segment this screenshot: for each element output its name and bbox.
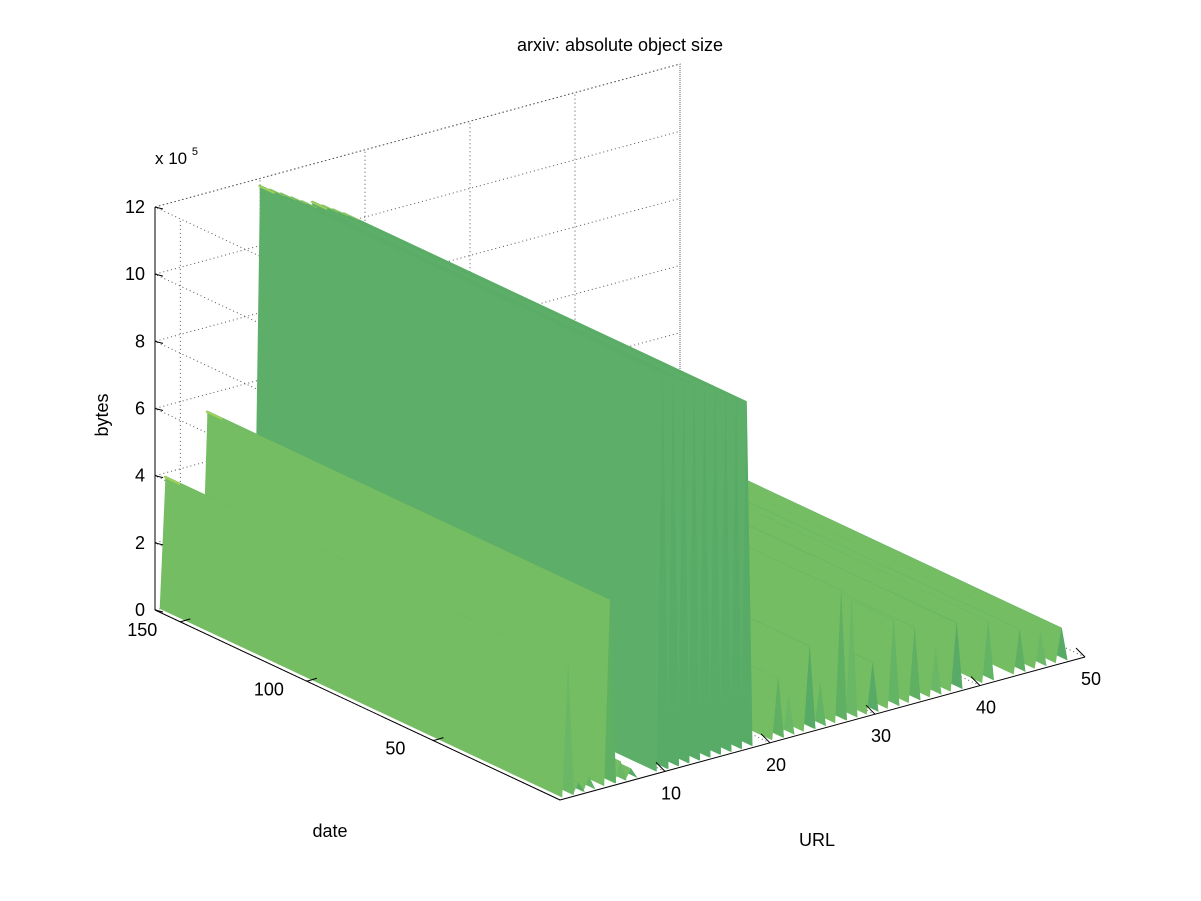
surface-ridge-highlight: [163, 475, 181, 486]
x-tick-label: 10: [661, 783, 681, 803]
z-axis-tick: [154, 408, 164, 411]
x-axis-tick: [655, 762, 666, 772]
z-tick-label: 12: [125, 197, 145, 217]
y-axis-label: date: [312, 821, 347, 841]
y-tick-label: 150: [127, 620, 157, 640]
z-axis-tick: [154, 273, 164, 277]
z-axis-tick: [154, 542, 164, 546]
x-axis-line: [559, 656, 1086, 801]
y-axis-line: [154, 609, 561, 801]
z-tick-label: 2: [135, 533, 145, 553]
y-tick-label: 50: [385, 739, 405, 759]
surface-ridge-slope: [159, 476, 568, 798]
y-tick-label: 100: [254, 679, 284, 699]
z-axis-tick: [154, 609, 164, 613]
z-axis-tick: [154, 206, 164, 210]
x-tick-label: 50: [1081, 669, 1101, 689]
z-axis-label: bytes: [92, 393, 112, 436]
x-tick-label: 20: [766, 755, 786, 775]
x-axis-tick: [760, 733, 771, 744]
chart-title: arxiv: absolute object size: [517, 35, 723, 55]
x-axis-tick: [1075, 647, 1086, 658]
z-axis-tick: [154, 475, 164, 479]
surface-ridge-highlight: [205, 410, 223, 420]
z-axis-tick: [154, 340, 164, 344]
surface-ridge-highlight: [310, 200, 328, 210]
x-axis-tick: [970, 676, 981, 686]
x-tick-label: 30: [871, 726, 891, 746]
y-axis-tick: [433, 737, 444, 742]
y-axis-tick: [180, 618, 191, 623]
z-tick-label: 6: [135, 399, 145, 419]
z-tick-label: 10: [125, 264, 145, 284]
axes: [154, 206, 1086, 801]
surface-ridge-highlight: [258, 184, 276, 195]
z-tick-label: 0: [135, 600, 145, 620]
surface: [159, 184, 1068, 798]
x-axis-tick: [865, 704, 876, 715]
x-axis-label: URL: [799, 830, 835, 850]
z-tick-label: 8: [135, 331, 145, 351]
z-exponent-label: x 10 5: [155, 146, 198, 168]
z-exponent-base: x 10: [155, 149, 187, 168]
z-tick-label: 4: [135, 466, 145, 486]
x-tick-label: 40: [976, 698, 996, 718]
y-axis-tick: [306, 677, 318, 682]
box-edge: [154, 63, 681, 467]
z-exponent-power: 5: [192, 146, 198, 158]
